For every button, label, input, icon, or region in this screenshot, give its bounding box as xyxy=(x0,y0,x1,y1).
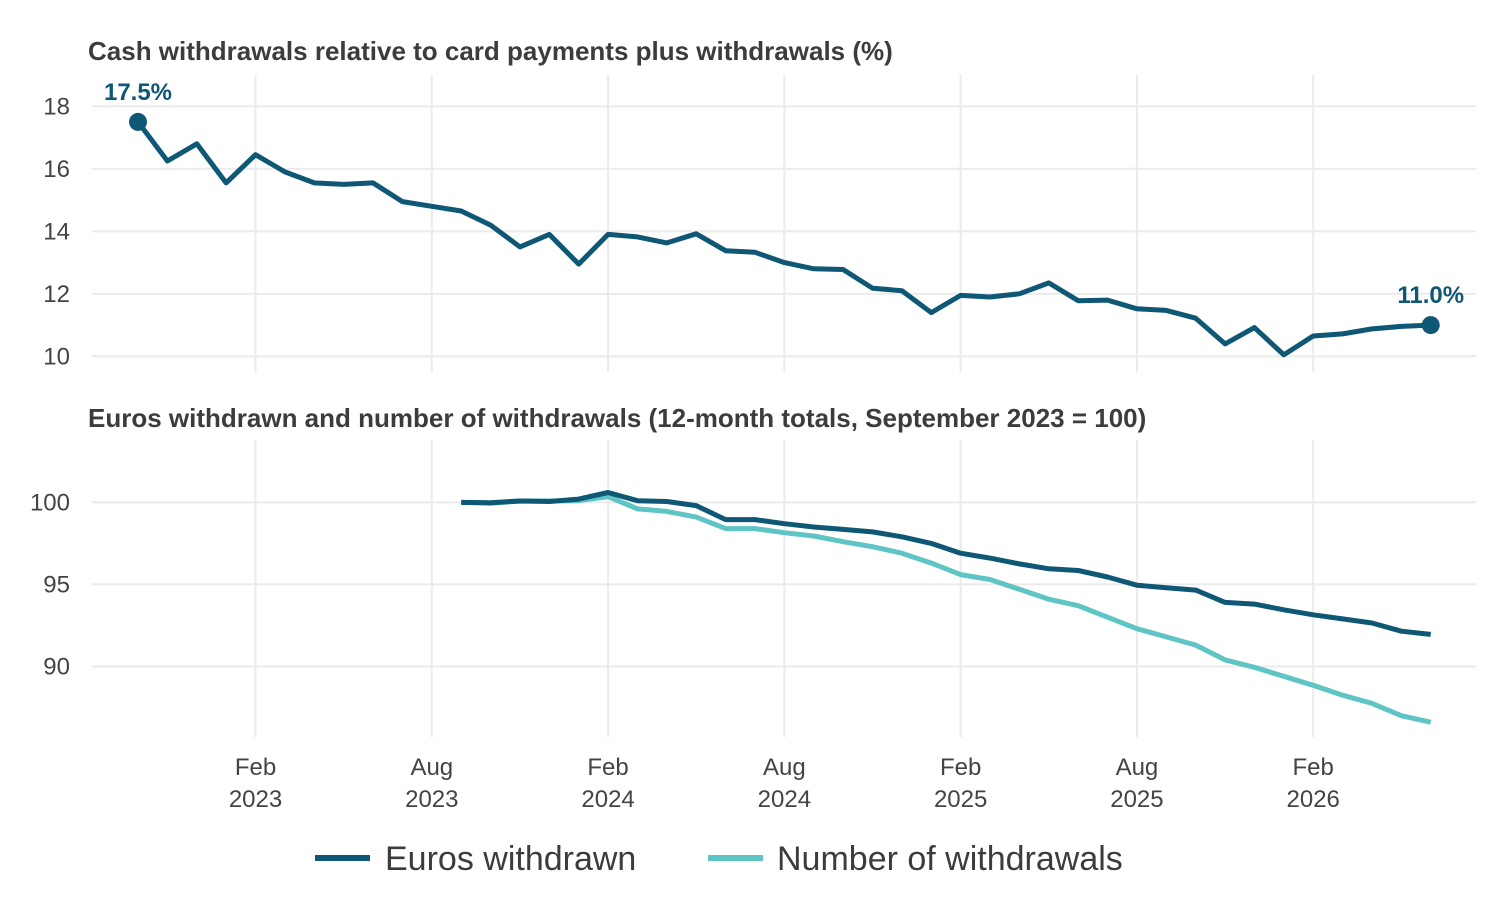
top-y-tick-label: 10 xyxy=(43,343,70,370)
bottom-y-tick-label: 100 xyxy=(30,489,70,516)
x-tick-label-month: Feb xyxy=(587,754,628,781)
annotation-point xyxy=(1421,316,1440,335)
top-panel-grid xyxy=(92,75,1476,372)
bottom-panel-grid xyxy=(92,440,1476,737)
series-line-number-of-withdrawals xyxy=(461,494,1432,725)
x-tick-label-month: Aug xyxy=(410,754,453,781)
top-plot-area: 17.5% 11.0% xyxy=(104,79,1464,358)
series-line-cash-share xyxy=(136,120,1431,358)
x-tick-label-month: Feb xyxy=(940,754,981,781)
x-tick-label-year: 2023 xyxy=(229,786,282,813)
top-y-tick-label: 12 xyxy=(43,281,70,308)
legend-label-number: Number of withdrawals xyxy=(777,840,1123,878)
legend-label-euros: Euros withdrawn xyxy=(385,840,636,878)
x-tick-label-year: 2023 xyxy=(405,786,458,813)
x-tick-label-year: 2026 xyxy=(1287,786,1340,813)
x-tick-label-year: 2024 xyxy=(581,786,634,813)
x-tick-label-year: 2025 xyxy=(1110,786,1163,813)
x-tick-label-month: Aug xyxy=(1116,754,1159,781)
x-tick-label-year: 2025 xyxy=(934,786,987,813)
top-chart-title: Cash withdrawals relative to card paymen… xyxy=(88,36,893,66)
bottom-y-tick-label: 95 xyxy=(43,571,70,598)
bottom-chart-title: Euros withdrawn and number of withdrawal… xyxy=(88,403,1146,433)
x-tick-label-month: Feb xyxy=(235,754,276,781)
top-y-tick-label: 14 xyxy=(43,218,70,245)
top-y-tick-label: 18 xyxy=(43,93,70,120)
x-tick-label-month: Feb xyxy=(1293,754,1334,781)
x-tick-label-month: Aug xyxy=(763,754,806,781)
x-axis: Feb 2023 Aug 2023 Feb 2024 Aug 2024 Feb 2025 Aug 20… xyxy=(229,754,1340,813)
top-y-axis: 10 12 14 16 18 xyxy=(43,93,70,370)
top-y-tick-label: 16 xyxy=(43,156,70,183)
bottom-y-tick-label: 90 xyxy=(43,653,70,680)
bottom-plot-area xyxy=(461,490,1432,725)
annotation-label: 11.0% xyxy=(1397,282,1464,309)
annotation-label: 17.5% xyxy=(104,79,172,106)
x-tick-label-year: 2024 xyxy=(758,786,811,813)
series-line-euros-withdrawn xyxy=(461,490,1431,637)
legend: Euros withdrawn Number of withdrawals xyxy=(315,840,1123,878)
bottom-y-axis: 90 95 100 xyxy=(30,489,70,680)
annotation-point xyxy=(129,112,147,131)
